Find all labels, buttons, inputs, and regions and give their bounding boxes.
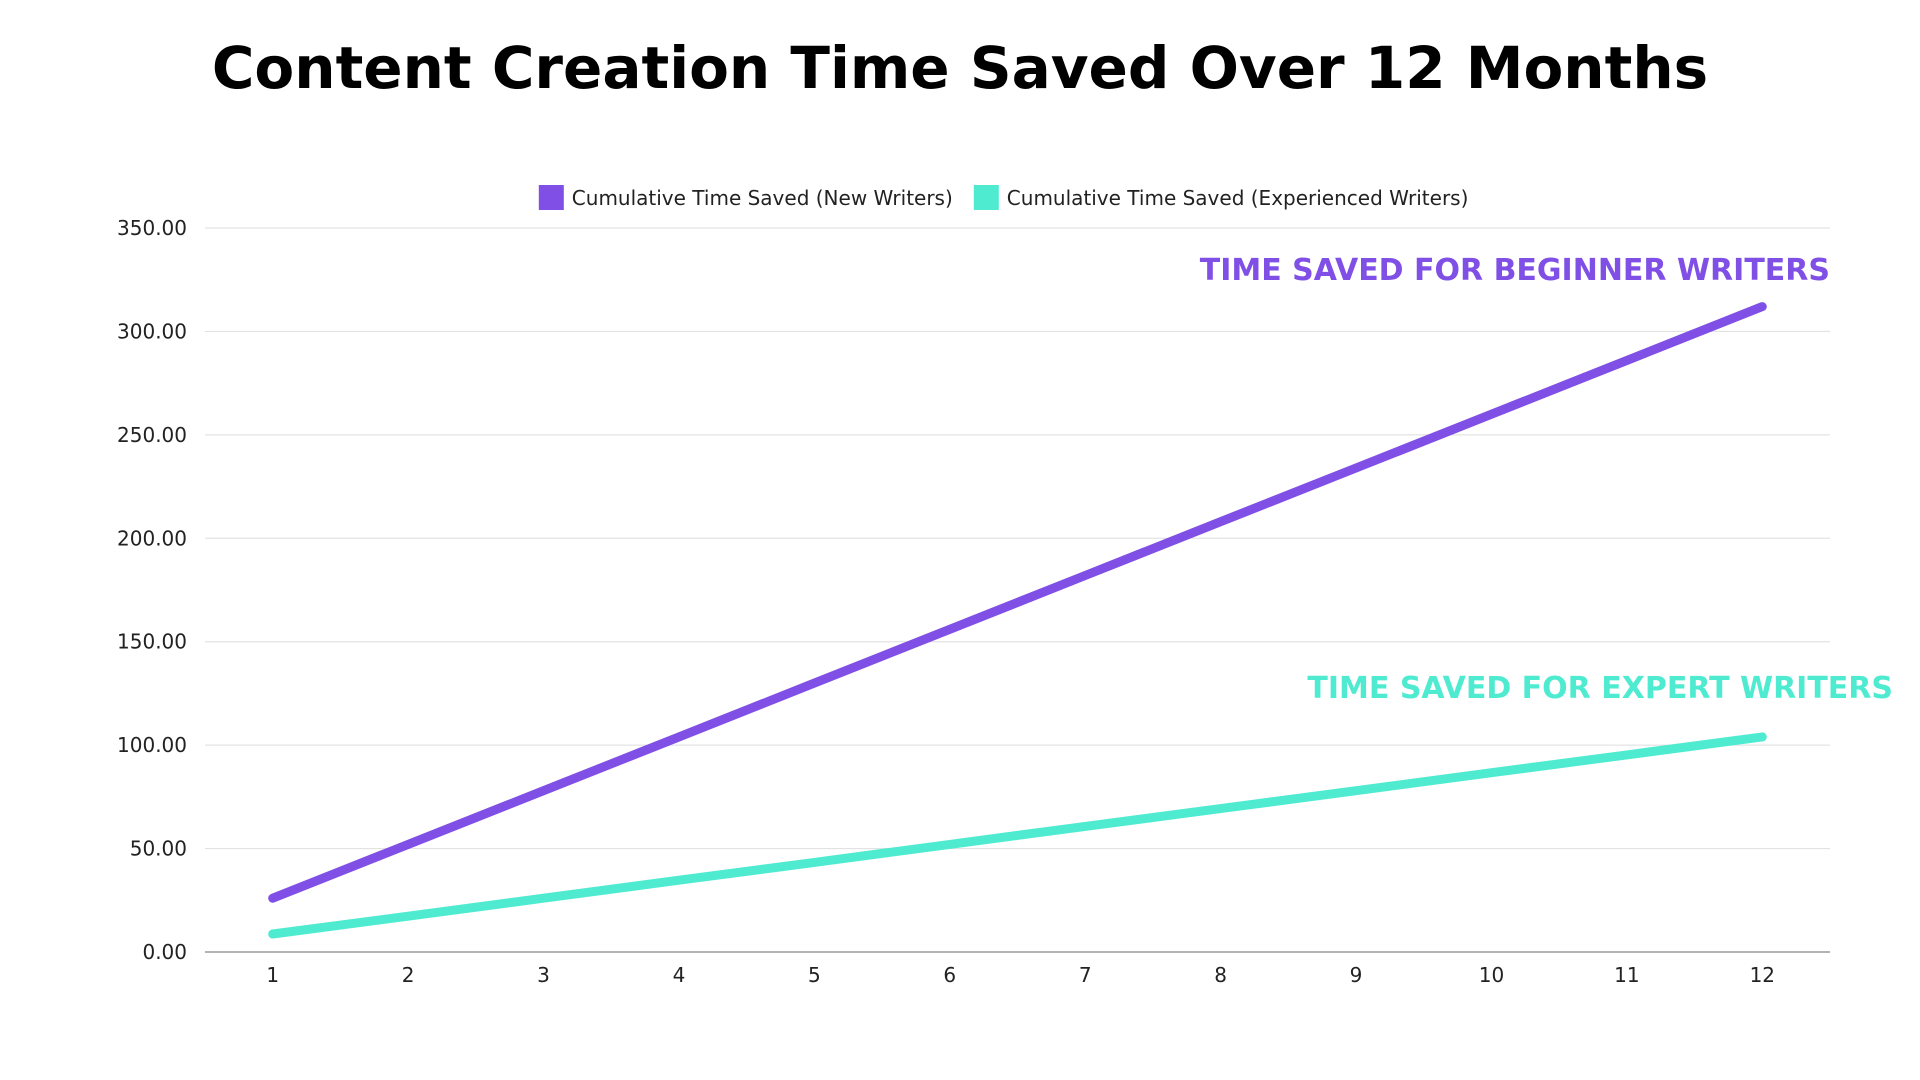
- series-lines: [268, 302, 1767, 939]
- y-tick-label: 350.00: [117, 216, 187, 240]
- x-tick-label: 1: [266, 963, 279, 987]
- data-point: [949, 843, 951, 845]
- legend-label: Cumulative Time Saved (New Writers): [572, 186, 953, 210]
- data-point: [1355, 467, 1357, 469]
- data-point: [678, 736, 680, 738]
- axes: 0.00 50.00 100.00 150.00 200.00 250.00 300.00 3…: [117, 216, 1830, 987]
- x-tick-label: 8: [1214, 963, 1227, 987]
- data-point: [1761, 736, 1763, 738]
- x-tick-label: 5: [808, 963, 821, 987]
- data-point: [543, 897, 545, 899]
- data-point: [543, 790, 545, 792]
- annotation-label: TIME SAVED FOR EXPERT WRITERS: [1307, 671, 1893, 706]
- data-point: [272, 933, 274, 935]
- x-tick-label: 6: [943, 963, 956, 987]
- x-tick-label: 12: [1750, 963, 1775, 987]
- annotation-label: TIME SAVED FOR BEGINNER WRITERS: [1200, 253, 1830, 288]
- legend-swatch: [973, 185, 999, 210]
- data-point: [1490, 772, 1492, 774]
- data-point: [949, 628, 951, 630]
- legend-label: Cumulative Time Saved (Experienced Write…: [1007, 186, 1469, 210]
- y-tick-label: 0.00: [142, 940, 187, 964]
- y-tick-label: 50.00: [130, 837, 187, 861]
- chart-title: Content Creation Time Saved Over 12 Mont…: [211, 34, 1709, 102]
- x-tick-label: 3: [537, 963, 550, 987]
- legend: Cumulative Time Saved (New Writers) Cumul…: [538, 185, 1469, 210]
- x-tick-label: 10: [1479, 963, 1504, 987]
- data-point: [678, 879, 680, 881]
- y-tick-label: 250.00: [117, 423, 187, 447]
- data-point: [407, 843, 409, 845]
- data-point: [272, 897, 274, 899]
- data-point: [1355, 790, 1357, 792]
- data-point: [1761, 306, 1763, 308]
- data-point: [1084, 575, 1086, 577]
- data-point: [1626, 359, 1628, 361]
- data-point: [1220, 808, 1222, 810]
- grid-lines: [205, 227, 1830, 850]
- series-line-experienced-writers: [268, 732, 1767, 939]
- y-tick-label: 200.00: [117, 526, 187, 550]
- y-tick-label: 100.00: [117, 733, 187, 757]
- x-tick-label: 7: [1079, 963, 1092, 987]
- data-point: [813, 682, 815, 684]
- x-tick-label: 4: [673, 963, 686, 987]
- data-point: [813, 861, 815, 863]
- data-point: [1220, 521, 1222, 523]
- x-tick-label: 11: [1614, 963, 1639, 987]
- x-tick-label: 9: [1350, 963, 1363, 987]
- y-tick-label: 150.00: [117, 630, 187, 654]
- annotations: TIME SAVED FOR BEGINNER WRITERS TIME SAVE…: [1200, 253, 1893, 706]
- x-tick-label: 2: [402, 963, 415, 987]
- data-point: [1490, 413, 1492, 415]
- series-line-new-writers: [268, 302, 1767, 903]
- data-point: [407, 915, 409, 917]
- y-tick-label: 300.00: [117, 319, 187, 343]
- data-point: [1626, 754, 1628, 756]
- data-point: [1084, 825, 1086, 827]
- legend-swatch: [538, 185, 564, 210]
